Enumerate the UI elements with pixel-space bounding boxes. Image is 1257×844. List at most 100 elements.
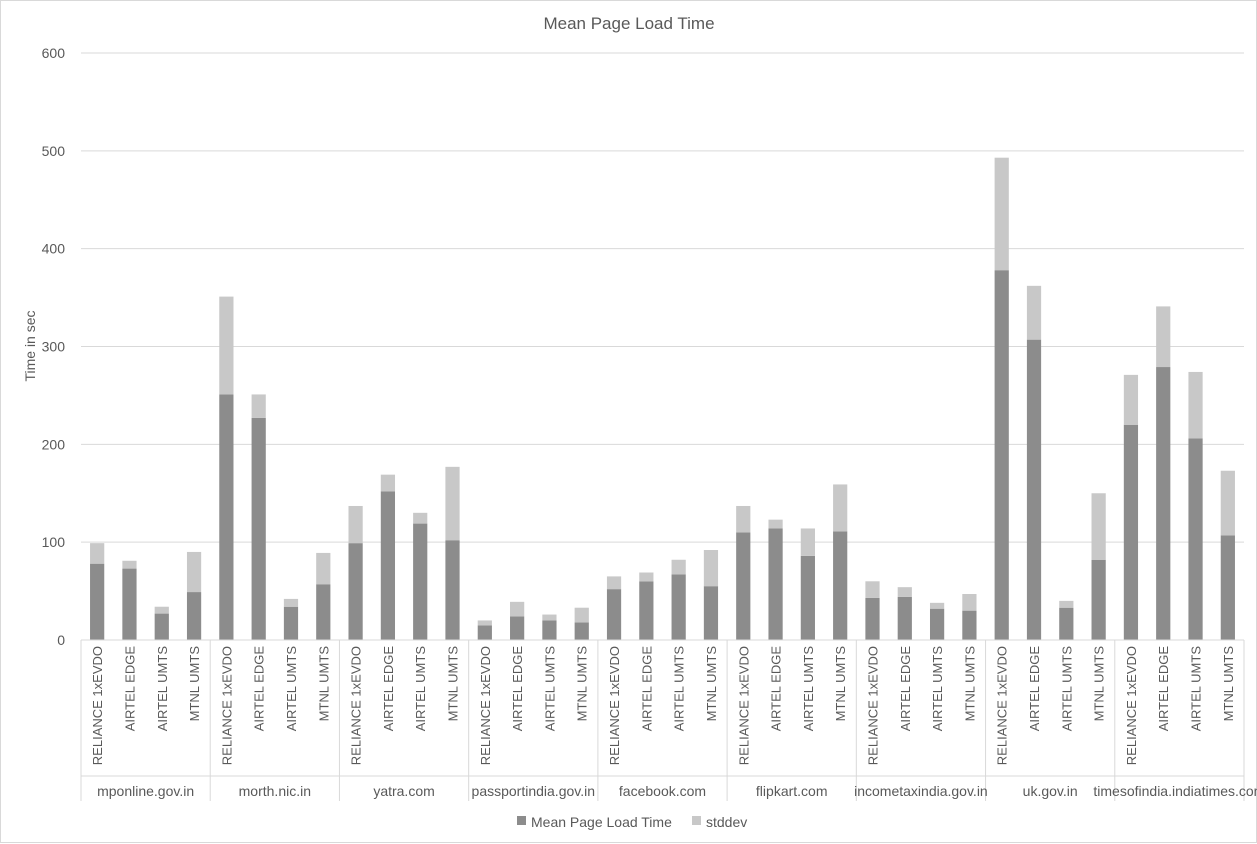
gridlines: 0 100 200 300 400 500 600 [42,45,1244,648]
x-tick-label: AIRTEL UMTS [284,646,299,732]
bar-stddev [671,559,686,575]
x-tick-label: RELIANCE 1xEVDO [478,646,493,765]
x-tick-label: MTNL UMTS [446,646,461,722]
bar-stddev [800,528,815,556]
bar-stddev [897,587,912,597]
bar-stddev [1026,285,1042,340]
x-tick-label: AIRTEL EDGE [252,646,267,732]
bar-mean-page-load-time [574,622,589,640]
bar-mean-page-load-time [800,555,815,640]
bar-mean-page-load-time [348,543,363,640]
bar-stddev [219,296,234,395]
y-tick-label: 500 [42,143,66,159]
bar-mean-page-load-time [316,584,331,640]
group-label: flipkart.com [756,783,828,799]
bar-mean-page-load-time [445,540,460,640]
bars [90,157,1235,640]
x-tick-label: AIRTEL UMTS [413,646,428,732]
bar-stddev [283,598,299,607]
bar-mean-page-load-time [90,563,105,640]
bar-stddev [865,581,880,598]
bar-mean-page-load-time [542,620,557,640]
bar-mean-page-load-time [219,394,234,640]
bar-stddev [186,551,202,593]
legend-label-mean: Mean Page Load Time [531,814,672,830]
bar-mean-page-load-time [186,592,202,640]
x-tick-label: AIRTEL UMTS [1059,646,1074,732]
bar-stddev [768,519,783,529]
bar-mean-page-load-time [1156,367,1171,640]
x-tick-label: AIRTEL EDGE [769,646,784,732]
bar-stddev [90,543,105,564]
bar-mean-page-load-time [283,606,299,640]
bar-stddev [962,594,977,611]
legend-swatch-mean [517,816,526,825]
bar-mean-page-load-time [154,613,169,640]
legend-swatch-stddev [692,816,701,825]
bar-stddev [1188,371,1203,439]
x-tick-label: MTNL UMTS [1221,646,1236,722]
bar-stddev [703,549,719,587]
bar-stddev [606,576,622,590]
x-tick-label: RELIANCE 1xEVDO [607,646,622,765]
bar-mean-page-load-time [703,586,719,640]
bar-stddev [574,607,589,623]
y-tick-label: 600 [42,45,66,61]
bar-stddev [639,572,654,582]
x-tick-label: RELIANCE 1xEVDO [865,646,880,765]
bar-mean-page-load-time [639,581,654,640]
bar-stddev [477,620,492,626]
bar-mean-page-load-time [477,625,492,640]
bar-mean-page-load-time [606,589,622,640]
y-tick-label: 100 [42,534,66,550]
x-tick-label: AIRTEL EDGE [1027,646,1042,732]
y-tick-label: 0 [57,632,65,648]
x-axis: RELIANCE 1xEVDO AIRTEL EDGE AIRTEL UMTS MTN… [80,639,1257,801]
x-tick-label: MTNL UMTS [962,646,977,722]
bar-mean-page-load-time [736,532,751,640]
x-tick-label: AIRTEL EDGE [898,646,913,732]
bar-mean-page-load-time [865,597,880,640]
bar-stddev [445,466,460,541]
legend-label-stddev: stddev [706,814,747,830]
bar-mean-page-load-time [380,491,396,640]
bar-mean-page-load-time [510,616,525,640]
x-tick-label: RELIANCE 1xEVDO [736,646,751,765]
x-tick-label: RELIANCE 1xEVDO [349,646,364,765]
y-tick-label: 300 [42,339,66,355]
bar-mean-page-load-time [671,574,686,640]
bar-stddev [510,601,525,617]
group-label: uk.gov.in [1023,783,1078,799]
group-label: incometaxindia.gov.in [854,783,988,799]
x-tick-label: AIRTEL UMTS [542,646,557,732]
x-tick-label: AIRTEL UMTS [672,646,687,732]
x-tick-label: RELIANCE 1xEVDO [995,646,1010,765]
group-label: passportindia.gov.in [472,783,595,799]
bar-stddev [413,512,428,524]
bar-stddev [316,552,331,585]
y-tick-label: 400 [42,241,66,257]
bar-mean-page-load-time [1188,438,1203,640]
bar-stddev [251,394,266,418]
x-tick-label: AIRTEL UMTS [155,646,170,732]
x-tick-label: MTNL UMTS [1092,646,1107,722]
x-tick-label: AIRTEL UMTS [1189,646,1204,732]
chart-title: Mean Page Load Time [543,14,714,33]
bar-mean-page-load-time [251,417,266,640]
bar-mean-page-load-time [994,270,1009,640]
x-tick-label: MTNL UMTS [833,646,848,722]
x-tick-label: AIRTEL EDGE [1156,646,1171,732]
x-tick-label: RELIANCE 1xEVDO [1124,646,1139,765]
x-tick-label: AIRTEL EDGE [639,646,654,732]
bar-stddev [380,474,396,492]
bar-stddev [1059,600,1074,608]
x-tick-label: RELIANCE 1xEVDO [90,646,105,765]
bar-mean-page-load-time [1220,535,1235,640]
bar-stddev [994,157,1009,271]
bar-stddev [1220,470,1235,536]
bar-mean-page-load-time [1059,607,1074,640]
bar-stddev [736,505,751,533]
bar-stddev [1156,306,1171,368]
